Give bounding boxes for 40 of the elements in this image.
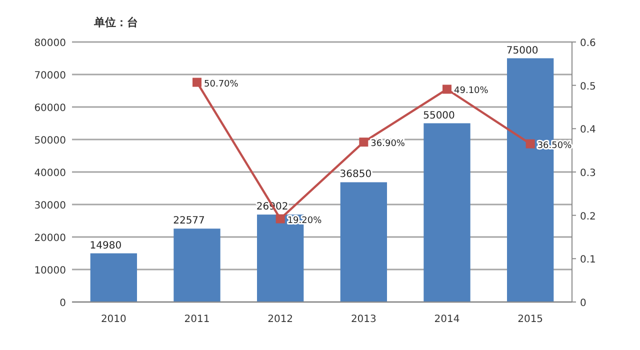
x-tick-label: 2010 xyxy=(100,314,126,325)
x-tick-label: 2014 xyxy=(434,314,460,325)
y2-tick-label: 0.3 xyxy=(580,168,596,179)
x-tick-label: 2013 xyxy=(350,314,376,325)
point xyxy=(276,214,285,224)
point xyxy=(526,139,535,148)
data-label: 36850 xyxy=(340,169,372,180)
data-label: 14980 xyxy=(90,240,122,252)
y-tick-label: 0 xyxy=(60,298,66,309)
y-tick-label: 80000 xyxy=(34,38,66,49)
y-tick-label: 40000 xyxy=(34,168,66,179)
y2-tick-label: 0.5 xyxy=(580,81,596,92)
y-tick-label: 70000 xyxy=(34,70,66,82)
y-tick-label: 30000 xyxy=(34,200,66,212)
data-label: 36.90% xyxy=(370,139,406,150)
point xyxy=(359,138,368,147)
data-label: 50.70% xyxy=(204,79,239,90)
y2-tick-label: 0.2 xyxy=(580,211,596,222)
data-label: 49.10% xyxy=(454,86,489,96)
bar xyxy=(90,253,137,302)
data-label: 55000 xyxy=(423,110,455,122)
x-tick-label: 2015 xyxy=(518,314,544,325)
y-tick-label: 60000 xyxy=(34,103,66,114)
point xyxy=(442,84,452,94)
point xyxy=(192,78,202,87)
y2-tick-label: 0 xyxy=(580,298,586,309)
x-tick-label: 2011 xyxy=(184,314,210,325)
data-label: 22577 xyxy=(173,216,205,227)
y2-tick-label: 0.4 xyxy=(580,124,596,136)
y2-tick-label: 0.6 xyxy=(580,38,596,49)
data-label: 75000 xyxy=(506,45,538,56)
y-axis-title: 单位：台 xyxy=(93,16,138,29)
y-tick-label: 10000 xyxy=(34,266,66,276)
x-tick-label: 2012 xyxy=(268,314,294,325)
y2-tick-label: 0.1 xyxy=(580,254,596,266)
bar xyxy=(424,123,470,302)
y-tick-label: 50000 xyxy=(34,136,66,146)
bar xyxy=(340,182,387,302)
y-tick-label: 20000 xyxy=(34,233,66,244)
bar xyxy=(174,228,220,302)
